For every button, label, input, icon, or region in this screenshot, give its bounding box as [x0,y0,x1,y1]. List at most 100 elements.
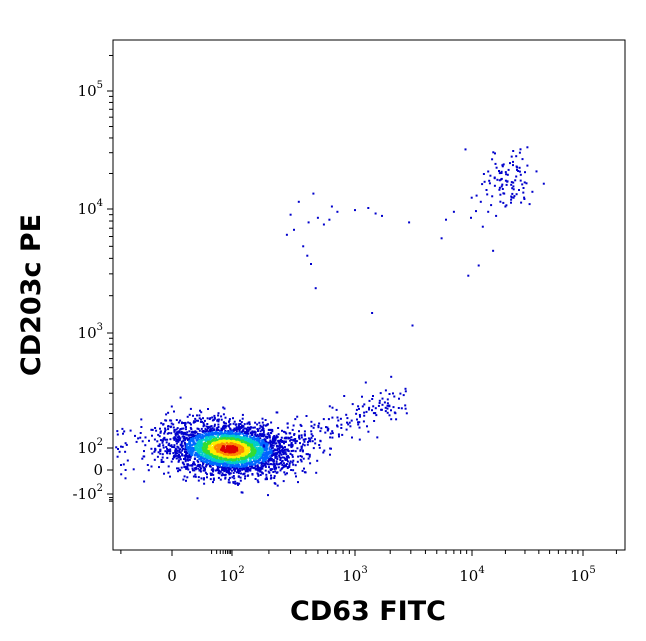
x-axis-ticks: 0 102 103 104 105 [120,550,617,585]
data-point [479,200,482,203]
data-point [228,418,231,421]
data-point [251,449,254,452]
data-point [217,412,220,415]
data-point [386,404,389,407]
data-point [297,200,300,203]
data-point [250,426,253,429]
data-point [188,430,191,433]
data-point [271,444,274,447]
data-point [174,434,177,437]
data-point [518,166,521,169]
data-point [193,467,196,470]
data-point [284,458,287,460]
data-point [161,439,164,442]
data-point [219,432,222,435]
data-point [226,466,229,469]
data-point [216,465,219,468]
data-point [198,465,200,467]
data-point [482,173,485,175]
data-point [147,469,150,472]
data-point [261,467,264,470]
data-point [140,418,143,421]
data-point [257,481,260,484]
data-point [192,414,194,417]
data-point [186,467,189,470]
x-tick-label: 103 [342,565,367,585]
data-point [245,462,248,465]
data-point [212,429,215,431]
data-point [184,451,186,453]
data-point [293,433,296,435]
data-point [228,458,231,461]
data-point [493,177,496,180]
data-point [264,456,267,459]
data-point [175,451,178,454]
data-point [151,452,154,455]
data-point [189,407,192,410]
data-point [505,183,508,186]
data-point [187,455,190,458]
data-point [158,466,160,469]
data-point [203,477,205,480]
data-point [177,431,179,434]
data-point [243,454,246,456]
data-point [270,432,273,435]
data-point [184,442,186,445]
data-point [300,455,303,458]
data-point [226,458,229,461]
data-point [273,435,276,437]
data-point [237,436,240,438]
data-point [267,463,270,466]
data-point [195,431,198,434]
data-point [199,470,202,473]
data-point [199,420,202,423]
data-point [302,443,305,446]
data-point [347,423,350,426]
data-point [252,446,255,449]
data-point [189,440,191,443]
data-point [294,450,297,453]
data-point [300,425,303,427]
data-point [345,428,348,431]
data-point [262,446,265,449]
data-point [237,458,240,460]
data-point [240,427,243,429]
data-point [217,454,220,457]
data-point [266,433,269,436]
data-point [298,436,300,439]
data-point [195,419,198,422]
data-point [400,407,403,410]
data-point [156,440,159,443]
data-point [222,413,225,416]
data-point [225,448,227,451]
data-point [170,405,173,408]
data-point [492,249,495,252]
data-point [319,430,322,433]
data-point [120,445,122,448]
data-point [196,452,199,455]
data-point [307,437,310,440]
data-point [219,446,222,448]
data-point [217,418,220,421]
data-point [139,436,142,439]
data-point [189,456,192,459]
data-point [267,451,270,454]
data-point [143,480,146,483]
data-point [143,450,145,453]
data-point [237,455,240,457]
data-point [264,460,267,463]
data-point [481,225,484,228]
data-point [247,467,250,470]
data-point [243,459,246,462]
data-point [395,418,398,421]
data-point [331,406,334,409]
data-point [368,408,370,411]
data-point [262,439,265,442]
data-point [244,469,247,472]
data-point [386,411,389,414]
data-point [263,456,266,459]
data-point [197,436,200,439]
data-point [218,433,221,436]
data-point [247,453,250,456]
data-point [121,445,124,448]
